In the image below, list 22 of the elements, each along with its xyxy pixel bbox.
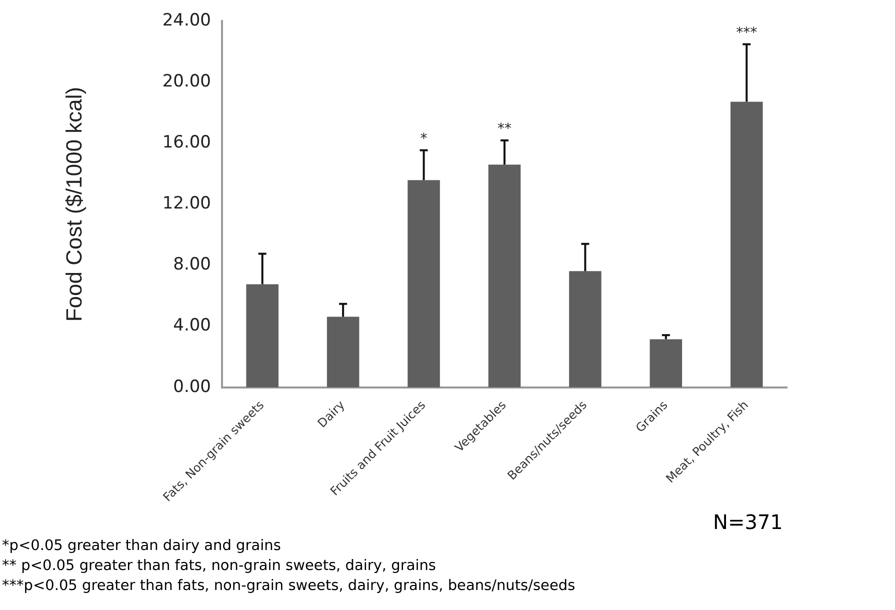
annotation: ** (498, 120, 512, 137)
y-tick-label: 20.00 (162, 72, 211, 92)
text: *p<0.05 greater than dairy and grains (2, 537, 282, 556)
bar (408, 180, 440, 388)
text: ***p<0.05 greater than fats, non-grain sweets, dairy, grains, beans/nuts/seeds (2, 577, 576, 596)
y-tick-label: 12.00 (162, 194, 211, 214)
bar (246, 284, 278, 388)
text: N=371 (713, 510, 783, 534)
annotation: *** (736, 24, 758, 41)
bar (730, 102, 763, 388)
text: ** p<0.05 greater than fats, non-grain sweets, dairy, grains (2, 557, 437, 576)
y-tick-label: 4.00 (173, 316, 211, 336)
annotation: * (420, 130, 428, 147)
y-tick-label: 24.00 (162, 10, 211, 31)
y-tick-label: 8.00 (173, 254, 211, 275)
y-tick-label: 0.00 (173, 376, 211, 397)
bar (569, 271, 602, 388)
y-tick-label: 16.00 (162, 132, 211, 153)
y-axis-title: Food Cost ($/1000 kcal) (61, 86, 86, 322)
bar (326, 316, 360, 388)
bar (650, 339, 682, 388)
bar (488, 164, 521, 388)
